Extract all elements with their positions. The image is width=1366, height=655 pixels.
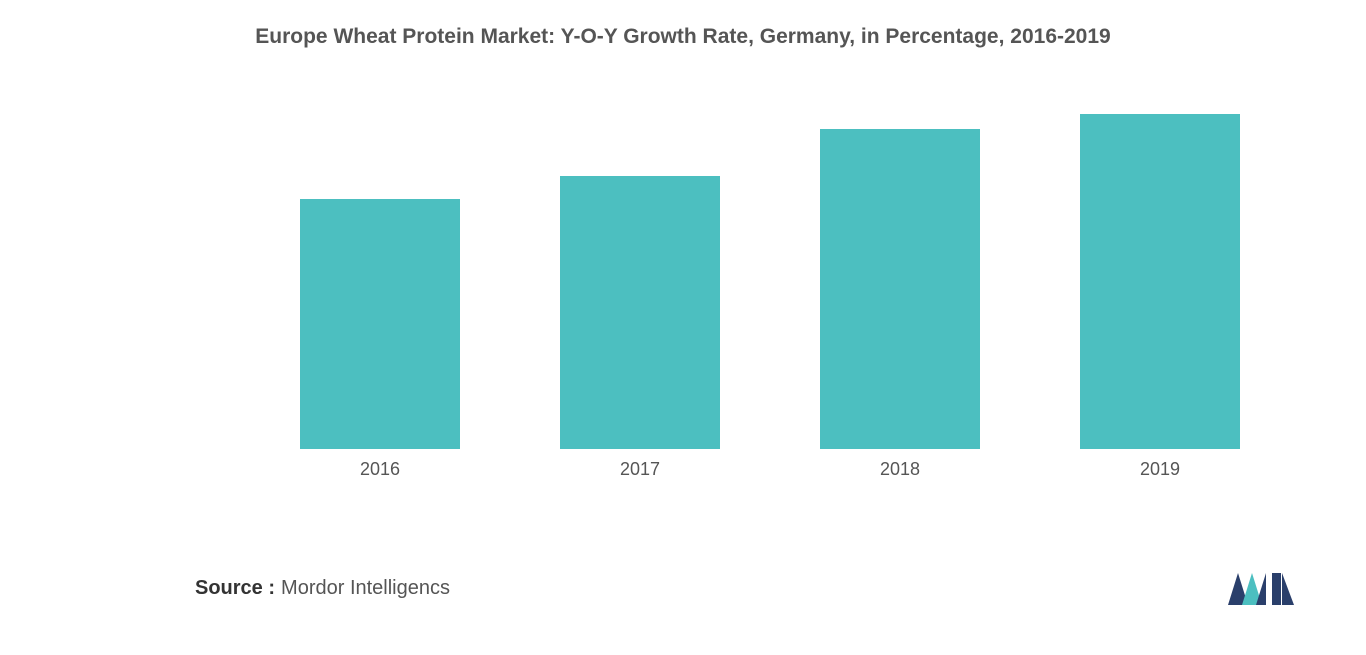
x-axis: 2016 2017 2018 2019	[290, 459, 1250, 480]
x-axis-label: 2018	[820, 459, 980, 480]
bar-group	[300, 199, 460, 449]
source-attribution: Source : Mordor Intelligencs	[195, 577, 450, 600]
mordor-logo-icon	[1226, 565, 1296, 615]
x-axis-label: 2016	[300, 459, 460, 480]
bar-group	[560, 176, 720, 449]
bar-2016	[300, 199, 460, 449]
chart-title: Europe Wheat Protein Market: Y-O-Y Growt…	[60, 25, 1306, 49]
source-label: Source :	[195, 577, 275, 600]
bar-2019	[1080, 114, 1240, 449]
source-text: Mordor Intelligencs	[281, 577, 450, 600]
bar-group	[820, 129, 980, 449]
bar-2018	[820, 129, 980, 449]
x-axis-label: 2017	[560, 459, 720, 480]
x-axis-label: 2019	[1080, 459, 1240, 480]
chart-container: Europe Wheat Protein Market: Y-O-Y Growt…	[0, 0, 1366, 655]
bars-wrapper	[290, 89, 1250, 449]
bar-2017	[560, 176, 720, 449]
bar-group	[1080, 114, 1240, 449]
plot-area: 2016 2017 2018 2019	[290, 89, 1250, 459]
